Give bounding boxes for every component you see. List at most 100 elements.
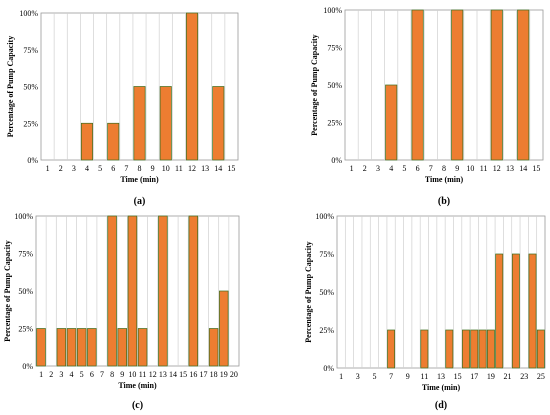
x-tick-label: 17 xyxy=(470,372,478,381)
bar-9 xyxy=(451,9,464,161)
x-tick-label: 4 xyxy=(70,370,74,379)
x-tick-label: 7 xyxy=(124,164,128,173)
bar-12 xyxy=(186,12,199,161)
y-tick-label: 50% xyxy=(23,83,38,92)
bar-19 xyxy=(486,329,495,369)
bar-24 xyxy=(528,253,537,369)
chart-panel-d: 0%25%50%75%100%1 3 5 7 9 11 13 15 17 19 21 23 25Time… xyxy=(304,212,546,411)
x-tick-label: 1 xyxy=(39,370,43,379)
y-tick-label: 0% xyxy=(22,362,33,371)
plot-area xyxy=(344,9,544,161)
x-tick-label: 10 xyxy=(162,164,170,173)
bar-16 xyxy=(188,215,199,367)
y-tick-label: 25% xyxy=(327,119,342,128)
bar-11 xyxy=(420,329,429,369)
bar-12 xyxy=(490,9,503,161)
x-axis-title: Time (min) xyxy=(425,175,464,184)
panel-caption: (a) xyxy=(134,196,146,207)
y-tick-label: 50% xyxy=(18,287,33,296)
x-tick-label: 9 xyxy=(120,370,124,379)
x-tick-label: 10 xyxy=(128,370,136,379)
y-axis-title: Percentage of Pump Capacity xyxy=(6,36,15,137)
y-tick-label: 75% xyxy=(319,250,334,259)
y-tick-label: 75% xyxy=(327,44,342,53)
x-tick-label: 12 xyxy=(149,370,157,379)
x-tick-label: 15 xyxy=(227,164,235,173)
x-tick-label: 4 xyxy=(389,164,393,173)
y-tick-label: 50% xyxy=(327,81,342,90)
chart-panel-a: 0%25%50%75%100%1 2 3 4 5 6 7 8 9 10 11 12 13 14 15Time… xyxy=(6,9,239,207)
x-tick-label: 6 xyxy=(90,370,94,379)
x-axis-title: Time (min) xyxy=(422,383,461,392)
x-tick-label: 11 xyxy=(175,164,183,173)
x-tick-label: 10 xyxy=(466,164,474,173)
x-tick-label: 13 xyxy=(201,164,209,173)
x-tick-label: 5 xyxy=(372,372,376,381)
y-tick-label: 75% xyxy=(18,250,33,259)
x-tick-label: 14 xyxy=(169,370,177,379)
x-tick-label: 6 xyxy=(111,164,115,173)
chart-panel-b: 0%25%50%75%100%1 2 3 4 5 6 7 8 9 10 11 12 13 14 15Time… xyxy=(310,6,544,207)
x-tick-label: 6 xyxy=(416,164,420,173)
x-axis-title: Time (min) xyxy=(118,381,157,390)
x-tick-label: 1 xyxy=(339,372,343,381)
bar-25 xyxy=(536,329,545,369)
bar-10 xyxy=(127,215,138,367)
bar-4 xyxy=(80,122,93,161)
x-tick-label: 15 xyxy=(454,372,462,381)
panel-caption: (c) xyxy=(132,400,143,411)
y-tick-label: 100% xyxy=(19,9,38,18)
bar-19 xyxy=(219,290,229,367)
x-tick-label: 3 xyxy=(59,370,63,379)
y-tick-label: 100% xyxy=(323,6,342,15)
x-tick-label: 20 xyxy=(230,370,238,379)
y-tick-label: 100% xyxy=(14,212,33,221)
x-tick-label: 13 xyxy=(437,372,445,381)
bar-8 xyxy=(133,86,146,161)
y-tick-label: 0% xyxy=(331,156,342,165)
bar-18 xyxy=(478,329,487,369)
bar-14 xyxy=(517,9,530,161)
x-tick-label: 1 xyxy=(46,164,50,173)
x-tick-label: 15 xyxy=(179,370,187,379)
x-tick-label: 9 xyxy=(151,164,155,173)
x-axis-title: Time (min) xyxy=(120,175,159,184)
y-axis-title: Percentage of Pump Capacity xyxy=(310,34,319,135)
x-tick-label: 5 xyxy=(98,164,102,173)
x-tick-label: 11 xyxy=(139,370,147,379)
panel-caption: (b) xyxy=(438,196,450,207)
x-tick-label: 13 xyxy=(159,370,167,379)
x-tick-label: 3 xyxy=(376,164,380,173)
x-tick-label: 19 xyxy=(220,370,228,379)
x-tick-label: 2 xyxy=(363,164,367,173)
bar-9 xyxy=(117,328,127,367)
x-tick-label: 4 xyxy=(85,164,89,173)
bar-7 xyxy=(387,329,396,369)
bar-13 xyxy=(158,215,168,367)
x-tick-label: 9 xyxy=(455,164,459,173)
bar-4 xyxy=(66,328,77,367)
x-tick-label: 3 xyxy=(72,164,76,173)
y-tick-label: 25% xyxy=(23,119,38,128)
x-tick-label: 8 xyxy=(138,164,142,173)
x-tick-label: 7 xyxy=(429,164,433,173)
x-tick-label: 25 xyxy=(537,372,545,381)
x-tick-label: 2 xyxy=(49,370,53,379)
bar-5 xyxy=(76,328,87,367)
x-tick-label: 18 xyxy=(210,370,218,379)
x-tick-label: 5 xyxy=(402,164,406,173)
x-tick-label: 23 xyxy=(520,372,528,381)
bar-17 xyxy=(470,329,479,369)
panel-caption: (d) xyxy=(435,400,447,411)
y-tick-label: 0% xyxy=(27,156,38,165)
chart-panel-c: 0%25%50%75%100%1 2 3 4 5 6 7 8 9 10 11 12 13 14 15 16 17… xyxy=(3,212,240,411)
y-tick-label: 50% xyxy=(319,288,334,297)
x-tick-label: 14 xyxy=(214,164,222,173)
x-tick-label: 15 xyxy=(532,164,540,173)
bar-14 xyxy=(212,86,225,161)
x-tick-label: 13 xyxy=(506,164,514,173)
bar-10 xyxy=(159,86,172,161)
y-tick-label: 0% xyxy=(323,364,334,373)
y-tick-label: 25% xyxy=(18,325,33,334)
